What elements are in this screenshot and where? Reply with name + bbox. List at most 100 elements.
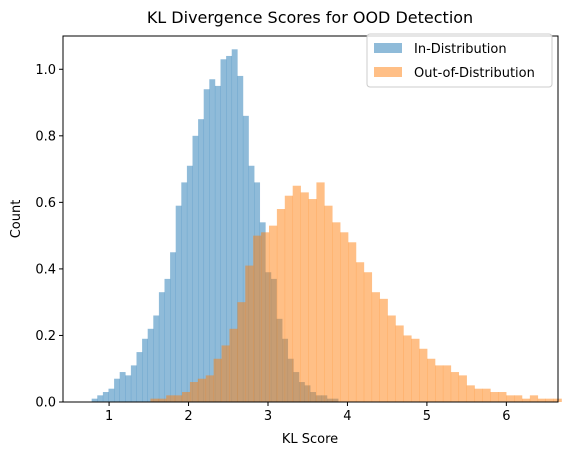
ood-bar [292,185,301,402]
ood-bar [545,398,554,402]
in-distribution-bar [175,205,182,402]
in-distribution-bar [119,372,126,402]
in-distribution-bar [203,89,210,403]
in-distribution-bar [209,79,216,402]
in-distribution-bar [142,338,148,402]
ood-bar [419,348,428,402]
legend-label-in-distribution: In-Distribution [414,42,507,57]
in-distribution-bar [242,115,249,402]
ood-bar [182,392,191,402]
x-axis-ticks: 1 2 3 4 5 6 [105,402,510,424]
ood-bar [308,199,317,402]
in-distribution-bar [220,59,227,402]
ood-bar [482,388,491,402]
ood-bar [521,398,531,402]
x-axis-label: KL Score [282,432,338,447]
x-tick-label: 5 [423,409,431,424]
in-distribution-bar [108,388,115,402]
x-tick-label: 6 [502,409,510,424]
ood-bar [442,365,452,402]
ood-bar [403,335,412,402]
ood-bar [435,365,444,402]
ood-bar [245,265,254,402]
ood-bar [205,375,214,402]
ood-bar [355,262,365,402]
in-distribution-bar [153,315,160,402]
in-distribution-bar [91,398,98,402]
ood-bar [348,242,357,402]
ood-bar [371,292,380,402]
in-distribution-bar [170,252,176,402]
in-distribution-bar [158,292,165,402]
legend-label-out-of-distribution: Out-of-Distribution [414,66,535,81]
ood-bar [237,302,246,402]
ood-bar [340,232,349,402]
plot-frame [62,35,559,403]
x-tick-label: 2 [184,409,192,424]
ood-bar [221,345,230,402]
ood-bar [529,395,539,402]
ood-bar [450,372,460,402]
legend-swatch-in-distribution [374,43,402,53]
ood-bar [300,192,309,402]
in-distribution-bar [97,395,104,402]
in-distribution-bar [147,328,154,402]
in-distribution-bar [186,165,193,402]
ood-bar [537,398,546,402]
ood-bar [261,232,270,402]
ood-bar [316,182,325,402]
ood-bar [498,392,507,402]
legend-swatch-out-of-distribution [374,67,402,77]
legend: In-Distribution Out-of-Distribution [366,33,553,88]
ood-bar [332,222,341,402]
ood-bar [284,195,294,402]
ood-bar [213,358,222,402]
ood-bar [253,235,262,402]
ood-bar [395,325,404,402]
x-tick-label: 3 [264,409,272,424]
ood-bar [466,385,475,402]
ood-bar [363,272,373,402]
x-tick-label: 1 [105,409,113,424]
ood-bar [490,392,499,402]
ood-bar [158,398,167,402]
y-tick-label: 0.2 [35,329,56,344]
in-distribution-bar [181,182,188,402]
in-distribution-bar [125,375,132,402]
ood-bar [197,378,207,402]
chart-title: KL Divergence Scores for OOD Detection [147,8,473,27]
in-distribution-bar [136,352,143,402]
in-distribution-bar [102,392,109,402]
in-distribution-bar [164,278,171,402]
ood-bar [229,328,238,402]
y-axis-label: Count [9,200,24,239]
in-distribution-bar [130,365,137,402]
y-tick-label: 0.6 [35,196,56,211]
y-tick-label: 0.0 [35,396,56,411]
in-distribution-bar [114,378,120,402]
y-tick-label: 0.8 [35,129,56,144]
in-distribution-bar [198,119,205,403]
ood-bar [166,395,175,402]
ood-bar [150,398,159,402]
y-tick-label: 0.4 [35,262,56,277]
ood-bar [324,205,333,402]
ood-bar [268,225,278,402]
y-axis-ticks: 0.0 0.2 0.4 0.6 0.8 1.0 [35,63,63,411]
ood-bar [189,382,199,402]
ood-bar [474,388,483,402]
ood-bar [427,358,436,402]
ood-bar [411,338,420,402]
ood-bar [458,375,467,402]
ood-bar [379,298,388,402]
ood-bar [387,315,396,402]
x-tick-label: 4 [343,409,351,424]
ood-bars [150,182,562,402]
in-distribution-bar [237,75,244,403]
ood-bar [174,395,183,402]
legend-box [366,33,553,88]
ood-bar [506,395,515,402]
in-distribution-bar [231,49,238,403]
y-tick-label: 1.0 [35,63,56,78]
